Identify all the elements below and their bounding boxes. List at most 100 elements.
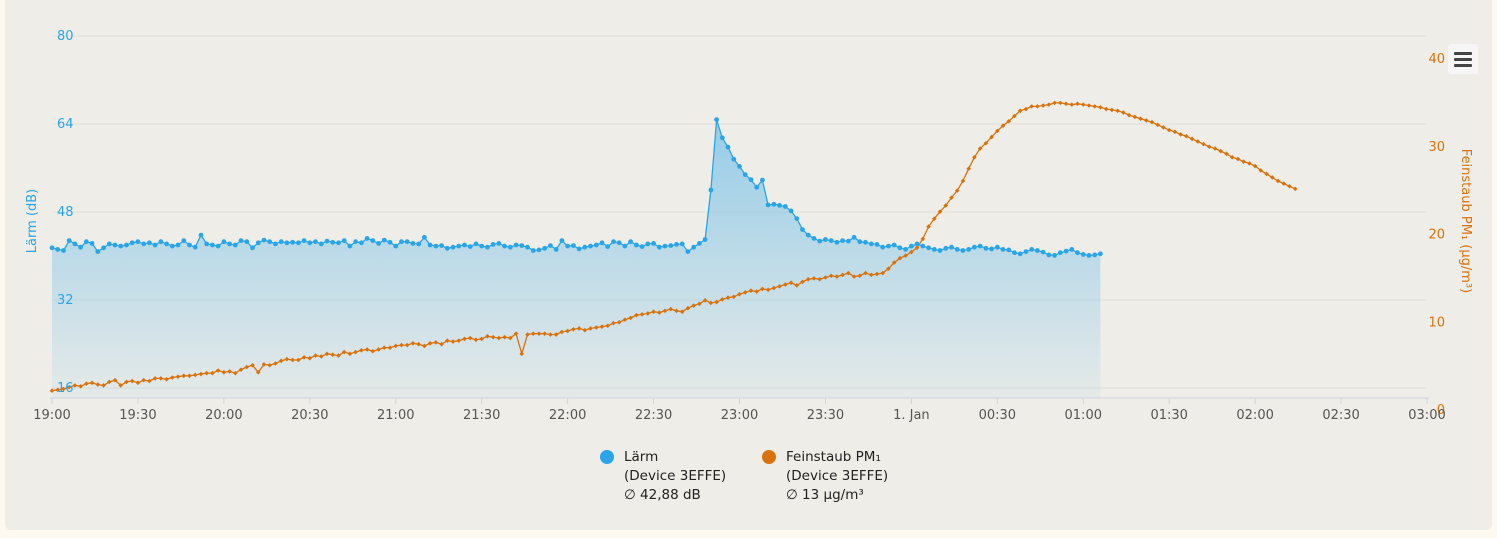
y-left-tick-label: 32 [57, 293, 74, 308]
data-point [937, 209, 943, 214]
data-point [817, 276, 823, 282]
data-point [89, 380, 95, 386]
data-point [685, 249, 691, 255]
data-point [1092, 252, 1098, 258]
data-point [1086, 253, 1092, 258]
data-point [290, 239, 295, 245]
data-point [1023, 106, 1029, 112]
data-point [273, 361, 278, 366]
series-area-0 [52, 119, 1101, 398]
data-point [628, 239, 633, 245]
data-point [805, 276, 811, 282]
data-point [863, 239, 868, 245]
data-point [1292, 186, 1298, 192]
data-point [490, 334, 496, 340]
data-point [473, 241, 479, 247]
data-point [318, 241, 324, 247]
data-point [571, 326, 576, 332]
data-point [170, 375, 175, 380]
x-tick-label: 01:00 [1065, 408, 1102, 423]
data-point [679, 309, 685, 315]
data-point [1166, 127, 1172, 133]
data-point [158, 239, 164, 245]
data-point [341, 349, 347, 355]
data-point [124, 379, 129, 385]
data-point [691, 303, 696, 308]
data-point [880, 244, 886, 250]
chart-menu-button[interactable] [1448, 44, 1478, 74]
data-point [828, 238, 834, 244]
data-point [943, 203, 949, 208]
data-point [662, 243, 668, 249]
data-point [1029, 104, 1034, 109]
data-point [737, 291, 742, 297]
data-point [427, 341, 433, 346]
x-tick-label: 00:30 [979, 408, 1016, 423]
data-point [1270, 175, 1275, 180]
data-point [611, 239, 616, 245]
data-point [1052, 253, 1057, 258]
data-point [639, 244, 645, 250]
data-point [1052, 100, 1057, 106]
data-point [616, 319, 622, 325]
data-point [777, 283, 782, 289]
data-point [1109, 107, 1115, 113]
data-point [548, 332, 553, 337]
data-point [966, 166, 971, 171]
data-point [78, 244, 83, 250]
data-point [215, 368, 221, 373]
data-point [1092, 104, 1098, 109]
data-point [771, 285, 777, 291]
data-point [536, 331, 542, 336]
data-point [788, 208, 794, 214]
legend-label: Lärm [624, 449, 659, 465]
data-point [462, 336, 467, 342]
data-point [210, 242, 215, 248]
data-point [1115, 108, 1120, 114]
data-point [886, 243, 891, 249]
data-point [141, 377, 146, 383]
data-point [284, 240, 290, 246]
data-point [880, 270, 886, 276]
data-point [66, 384, 72, 390]
data-point [1098, 104, 1103, 110]
data-point [571, 243, 576, 249]
data-point [296, 240, 301, 246]
data-point [903, 247, 908, 252]
data-point [152, 242, 158, 248]
data-point [1126, 112, 1132, 118]
legend-average: ∅ 13 µg/m³ [786, 487, 864, 503]
data-point [129, 378, 135, 384]
data-point [381, 237, 387, 243]
data-point [1281, 181, 1287, 186]
data-point [1235, 156, 1241, 162]
data-point [639, 312, 645, 317]
x-tick-label: 22:30 [635, 408, 672, 423]
data-point [1287, 183, 1292, 189]
x-tick-label: 21:00 [377, 408, 414, 423]
y-left-tick-label: 16 [57, 381, 74, 396]
data-point [530, 331, 536, 336]
data-point [1000, 247, 1006, 252]
data-point [960, 178, 966, 184]
data-point [118, 243, 124, 249]
data-point [118, 383, 124, 388]
data-point [719, 135, 725, 141]
data-point [634, 242, 639, 248]
data-point [742, 290, 748, 295]
x-tick-label: 1. Jan [893, 408, 930, 423]
data-point [909, 243, 914, 249]
data-point [313, 239, 318, 245]
data-point [55, 247, 61, 252]
data-point [725, 295, 731, 300]
data-point [387, 345, 393, 350]
data-point [708, 187, 714, 193]
data-point [175, 242, 181, 248]
data-point [221, 239, 227, 245]
data-point [330, 239, 336, 245]
data-point [124, 242, 129, 248]
data-point [1172, 129, 1178, 135]
data-point [49, 388, 55, 393]
data-point [307, 240, 313, 246]
data-point [966, 247, 972, 252]
